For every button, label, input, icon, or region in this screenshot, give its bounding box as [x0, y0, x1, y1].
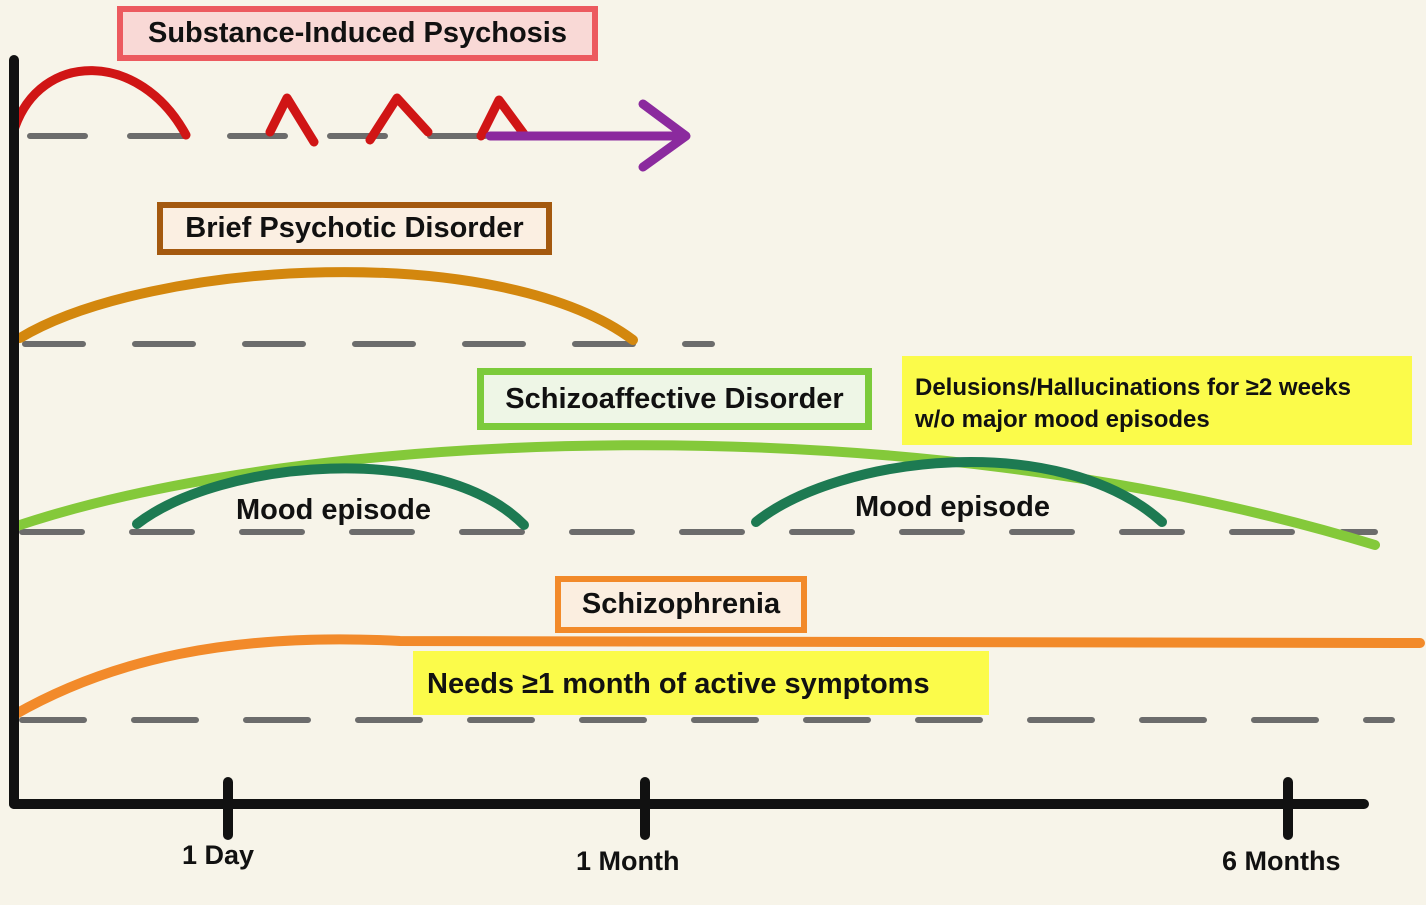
brief-title-text: Brief Psychotic Disorder — [185, 212, 524, 244]
schizoaffective-curve — [9, 440, 1380, 550]
schizoaffective-title-text: Schizoaffective Disorder — [505, 382, 844, 415]
schizoaffective-note-line-2: w/o major mood episodes — [915, 406, 1210, 433]
mood-episode-curve-1 — [132, 463, 529, 530]
mood-episode-label-1: Mood episode — [236, 494, 431, 526]
substance-episode-curve — [9, 66, 191, 140]
schizoaffective-note: Delusions/Hallucinations for ≥2 weeks w/… — [902, 356, 1412, 445]
substance-spike-1 — [265, 93, 319, 147]
schizophrenia-note-text: Needs ≥1 month of active symptoms — [427, 668, 930, 700]
schizophrenia-title-text: Schizophrenia — [581, 588, 781, 620]
brief-title: Brief Psychotic Disorder — [157, 202, 552, 255]
schizophrenia-title: Schizophrenia — [555, 576, 807, 633]
brief-episode-curve — [15, 267, 638, 345]
substance-title-text: Substance-Induced Psychosis — [147, 17, 567, 49]
mood-episode-label-2: Mood episode — [855, 491, 1050, 523]
substance-spike-3 — [476, 95, 529, 141]
substance-title: Substance-Induced Psychosis — [117, 6, 598, 61]
substance-arrow-head — [638, 99, 691, 172]
schizoaffective-title: Schizoaffective Disorder — [477, 368, 872, 430]
substance-arrow — [485, 99, 691, 172]
tick-label-1-day: 1 Day — [182, 840, 255, 870]
schizophrenia-note: Needs ≥1 month of active symptoms — [413, 651, 989, 715]
schizoaffective-note-line-1: Delusions/Hallucinations for ≥2 weeks — [915, 374, 1351, 401]
substance-spike-2 — [365, 93, 433, 145]
baselines — [19, 133, 1395, 723]
mood-episode-curve-2 — [751, 457, 1167, 527]
schizophrenia-curve — [9, 634, 1425, 720]
tick-label-6-months: 6 Months — [1222, 846, 1341, 876]
tick-label-1-month: 1 Month — [576, 846, 680, 876]
